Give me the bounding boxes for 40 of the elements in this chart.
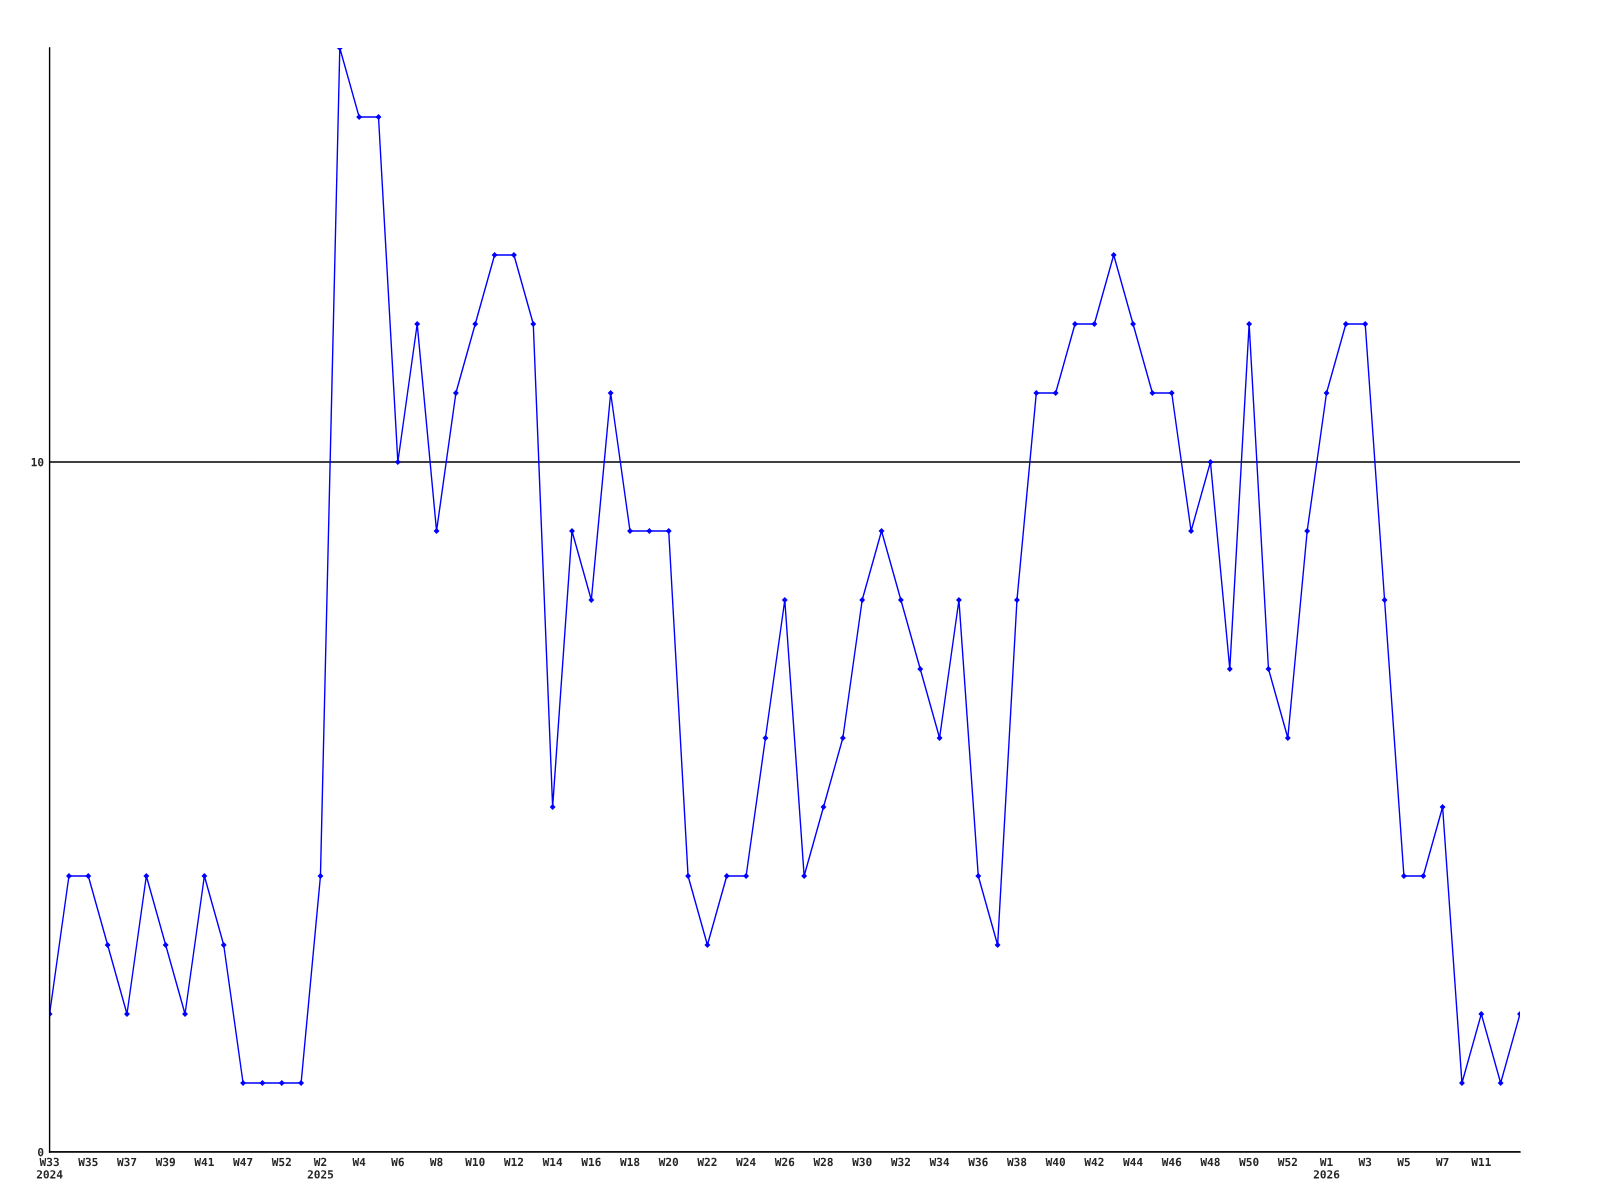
x-tick-label: W30 xyxy=(852,1157,872,1167)
x-tick-label: W48 xyxy=(1200,1157,1220,1167)
x-tick-label: W1 2026 xyxy=(1313,1157,1340,1179)
x-tick-label: W3 xyxy=(1358,1157,1372,1167)
x-tick-label: W52 xyxy=(271,1157,291,1167)
x-tick-label: W6 xyxy=(391,1157,404,1167)
x-tick-label: W35 xyxy=(78,1157,98,1167)
x-tick-label: W33 2024 xyxy=(36,1157,63,1179)
x-tick-label: W32 xyxy=(890,1157,910,1167)
x-tick-label: W24 xyxy=(736,1157,756,1166)
y-tick-label: 0 xyxy=(38,1147,44,1157)
y-tick-label: 10 xyxy=(31,457,44,467)
x-tick-label: W47 xyxy=(233,1157,253,1166)
x-tick-label: W37 xyxy=(116,1157,137,1167)
x-tick-label: W8 xyxy=(429,1157,443,1167)
x-tick-label: W5 xyxy=(1397,1157,1410,1167)
x-tick-label: W26 xyxy=(774,1157,795,1167)
x-tick-label: W11 xyxy=(1471,1157,1491,1166)
x-tick-label: W10 xyxy=(465,1157,485,1167)
x-tick-label: W22 xyxy=(697,1157,717,1166)
x-tick-label: W50 xyxy=(1239,1157,1259,1167)
x-tick-label: W38 xyxy=(1006,1157,1027,1167)
x-tick-label: W36 xyxy=(968,1157,988,1167)
x-tick-label: W20 xyxy=(658,1157,679,1167)
x-tick-label: W44 xyxy=(1123,1157,1143,1166)
x-tick-label: W12 xyxy=(503,1157,524,1166)
x-tick-label: W7 xyxy=(1435,1157,1449,1166)
x-tick-label: W39 xyxy=(155,1157,176,1167)
x-tick-label: W42 xyxy=(1084,1157,1104,1166)
x-tick-label: W41 xyxy=(194,1157,214,1166)
x-tick-label: W16 xyxy=(581,1157,601,1167)
x-tick-label: W46 xyxy=(1161,1157,1182,1167)
x-tick-label: W18 xyxy=(619,1157,640,1167)
x-tick-label: W52 xyxy=(1277,1157,1297,1167)
x-tick-label: W2 2025 xyxy=(307,1157,334,1179)
x-tick-label: W34 xyxy=(929,1157,950,1167)
x-tick-label: W40 xyxy=(1045,1157,1066,1167)
x-tick-label: W4 xyxy=(352,1157,366,1166)
x-tick-label: W28 xyxy=(813,1157,833,1167)
x-tick-label: W14 xyxy=(542,1157,563,1166)
